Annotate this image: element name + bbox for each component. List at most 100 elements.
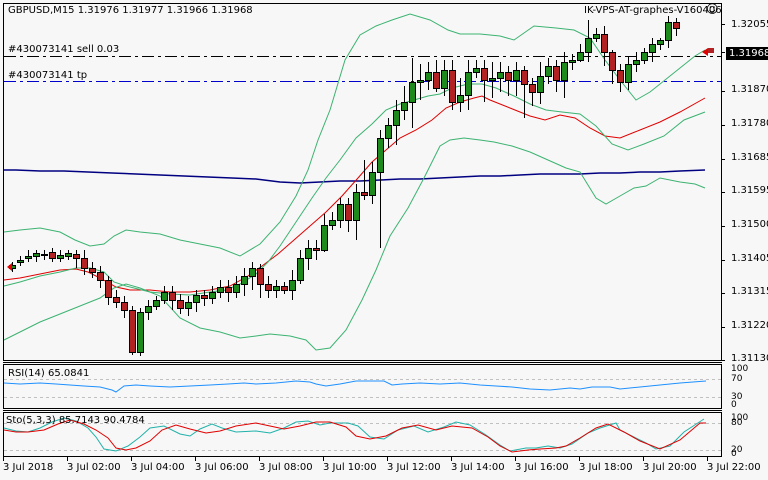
bull-candle[interactable] xyxy=(377,138,384,173)
bull-candle[interactable] xyxy=(409,82,416,103)
bear-candle[interactable] xyxy=(609,52,616,71)
bear-candle[interactable] xyxy=(449,70,456,103)
bull-candle[interactable] xyxy=(161,292,168,301)
bear-candle[interactable] xyxy=(113,297,120,303)
bull-candle[interactable] xyxy=(249,268,256,277)
bear-candle[interactable] xyxy=(89,268,96,273)
bull-candle[interactable] xyxy=(641,52,648,61)
bear-candle[interactable] xyxy=(433,72,440,89)
bear-candle[interactable] xyxy=(41,254,48,256)
bear-candle[interactable] xyxy=(521,70,528,85)
bull-candle[interactable] xyxy=(273,286,280,291)
tp-order-label: #430073141 tp xyxy=(8,70,88,81)
candlesticks[interactable] xyxy=(9,16,680,356)
bear-candle[interactable] xyxy=(345,204,352,221)
bull-candle[interactable] xyxy=(17,260,24,263)
price-label: 1.31220 xyxy=(731,320,768,331)
bear-candle[interactable] xyxy=(265,284,272,291)
trade-arrow-icon xyxy=(7,263,12,271)
bull-candle[interactable] xyxy=(289,280,296,291)
time-label: 3 Jul 14:00 xyxy=(451,462,505,473)
bull-candle[interactable] xyxy=(401,102,408,111)
bull-candle[interactable] xyxy=(393,110,400,126)
rsi-level: 100 xyxy=(731,364,749,374)
bear-candle[interactable] xyxy=(313,248,320,251)
bull-candle[interactable] xyxy=(473,68,480,73)
bull-candle[interactable] xyxy=(65,253,72,257)
time-label: 3 Jul 22:00 xyxy=(707,462,761,473)
bear-candle[interactable] xyxy=(505,72,512,81)
bull-candle[interactable] xyxy=(425,72,432,81)
bull-candle[interactable] xyxy=(465,72,472,96)
bull-candle[interactable] xyxy=(537,76,544,93)
bull-candle[interactable] xyxy=(25,256,32,259)
bear-candle[interactable] xyxy=(529,84,536,93)
bull-candle[interactable] xyxy=(577,52,584,61)
bear-candle[interactable] xyxy=(177,300,184,309)
bull-candle[interactable] xyxy=(545,66,552,77)
bull-candle[interactable] xyxy=(513,70,520,81)
current-price-tag: 1.31968 xyxy=(726,47,768,60)
bull-candle[interactable] xyxy=(369,172,376,196)
bull-candle[interactable] xyxy=(57,255,64,259)
rsi-level: 70 xyxy=(731,374,743,384)
bull-candle[interactable] xyxy=(665,22,672,41)
bull-candle[interactable] xyxy=(353,192,360,221)
bear-candle[interactable] xyxy=(201,295,208,299)
bull-candle[interactable] xyxy=(209,292,216,299)
bull-candle[interactable] xyxy=(153,300,160,307)
bear-candle[interactable] xyxy=(673,22,680,29)
bear-candle[interactable] xyxy=(129,310,136,353)
bear-candle[interactable] xyxy=(97,272,104,281)
bull-candle[interactable] xyxy=(233,284,240,293)
bull-candle[interactable] xyxy=(657,40,664,45)
bull-candle[interactable] xyxy=(649,44,656,53)
trade-marker-icon xyxy=(708,48,714,53)
bull-candle[interactable] xyxy=(569,60,576,63)
bull-candle[interactable] xyxy=(417,80,424,83)
bull-candle[interactable] xyxy=(625,64,632,83)
bull-candle[interactable] xyxy=(145,306,152,313)
rsi-frame xyxy=(3,364,722,409)
bull-candle[interactable] xyxy=(241,276,248,285)
bull-candle[interactable] xyxy=(457,95,464,103)
bull-candle[interactable] xyxy=(329,220,336,226)
bull-candle[interactable] xyxy=(185,302,192,309)
bear-candle[interactable] xyxy=(281,286,288,291)
smiley-icon[interactable]: ☺ xyxy=(706,2,719,16)
bull-candle[interactable] xyxy=(33,253,40,257)
bear-candle[interactable] xyxy=(361,192,368,196)
bull-candle[interactable] xyxy=(489,78,496,81)
bull-candle[interactable] xyxy=(385,125,392,139)
bull-candle[interactable] xyxy=(337,204,344,221)
expert-name: IK-VPS-AT-graphes-V160406 xyxy=(584,5,722,16)
ma-slow-line xyxy=(4,169,706,184)
bull-candle[interactable] xyxy=(305,248,312,259)
bull-candle[interactable] xyxy=(561,62,568,81)
bear-candle[interactable] xyxy=(105,280,112,298)
bull-candle[interactable] xyxy=(497,72,504,79)
bear-candle[interactable] xyxy=(553,66,560,81)
bull-candle[interactable] xyxy=(297,258,304,281)
bull-candle[interactable] xyxy=(585,38,592,53)
price-label: 1.31500 xyxy=(731,219,768,230)
bull-candle[interactable] xyxy=(137,312,144,353)
bull-candle[interactable] xyxy=(593,34,600,39)
bollinger-middle-line xyxy=(3,83,706,296)
bull-candle[interactable] xyxy=(321,225,328,251)
bull-candle[interactable] xyxy=(441,70,448,89)
bear-candle[interactable] xyxy=(225,287,232,293)
bear-candle[interactable] xyxy=(257,268,264,285)
bull-candle[interactable] xyxy=(217,287,224,293)
bear-candle[interactable] xyxy=(601,34,608,53)
bear-candle[interactable] xyxy=(121,302,128,311)
bull-candle[interactable] xyxy=(633,60,640,65)
bear-candle[interactable] xyxy=(49,252,56,259)
bear-candle[interactable] xyxy=(81,258,88,269)
bear-candle[interactable] xyxy=(617,70,624,83)
bull-candle[interactable] xyxy=(193,295,200,303)
bear-candle[interactable] xyxy=(481,68,488,81)
bear-candle[interactable] xyxy=(73,254,80,259)
bear-candle[interactable] xyxy=(169,292,176,301)
